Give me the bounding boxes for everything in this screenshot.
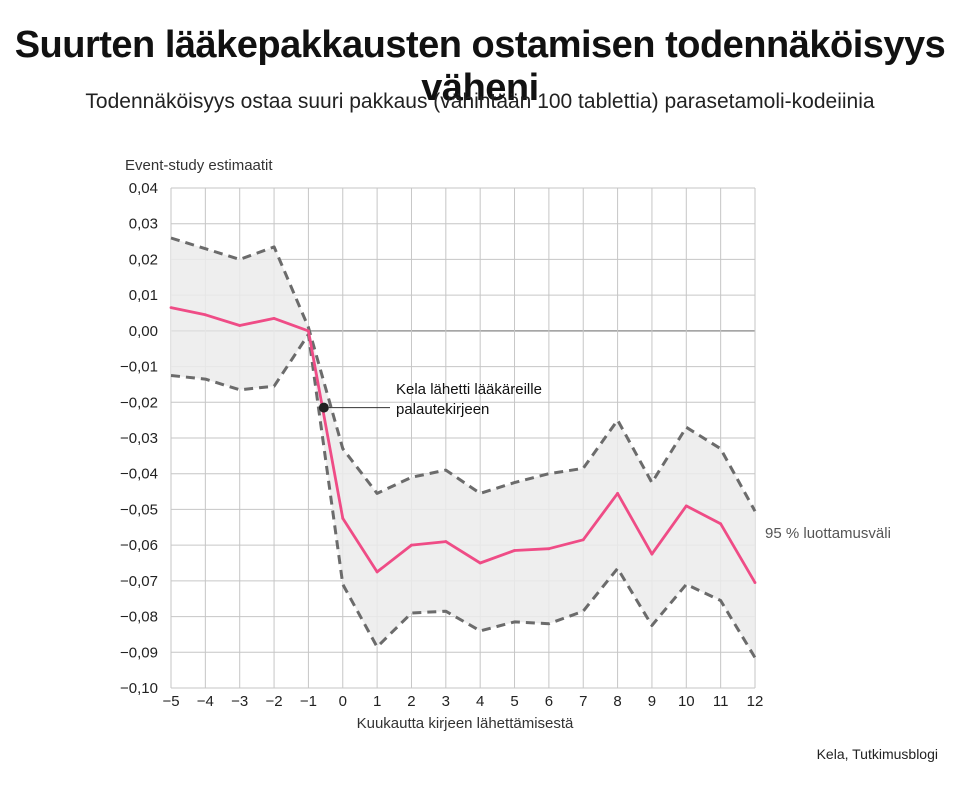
x-tick-label: 1	[373, 693, 381, 710]
x-tick-label: −3	[231, 693, 248, 710]
x-tick-label: 10	[678, 693, 695, 710]
y-tick-label: −0,03	[120, 430, 158, 447]
estimate-point	[719, 522, 723, 526]
x-tick-label: 3	[442, 693, 450, 710]
chart-title: Suurten lääkepakkausten ostamisen todenn…	[14, 24, 946, 109]
y-tick-label: −0,08	[120, 609, 158, 626]
ci-lower-line	[170, 332, 757, 659]
x-tick-label: 2	[407, 693, 415, 710]
x-tick-label: 8	[613, 693, 621, 710]
y-tick-label: −0,01	[120, 359, 158, 376]
estimate-point	[307, 329, 310, 333]
y-tick-label: 0,02	[129, 251, 158, 268]
estimate-point	[272, 316, 276, 320]
estimate-point	[684, 504, 688, 508]
estimate-point	[650, 552, 654, 556]
estimate-point	[513, 549, 516, 552]
x-tick-label: 11	[713, 693, 729, 710]
series-lines	[169, 236, 757, 659]
confidence-band-area	[171, 238, 755, 658]
y-tick-label: −0,07	[120, 573, 158, 590]
ci-upper-line	[170, 236, 757, 512]
source-credit: Kela, Tutkimusblogi	[816, 746, 938, 762]
y-tick-label: 0,01	[129, 287, 158, 304]
y-tick-label: −0,06	[120, 537, 158, 554]
y-tick-label: −0,09	[120, 644, 158, 661]
x-tick-label: 12	[747, 693, 764, 710]
estimate-point	[616, 491, 619, 495]
estimate-point	[410, 543, 413, 547]
estimate-point	[753, 581, 757, 585]
x-tick-label: −2	[266, 693, 283, 710]
x-tick-label: −4	[197, 693, 214, 710]
y-tick-label: 0,00	[129, 323, 158, 340]
x-tick-label: 7	[579, 693, 587, 710]
y-tick-label: 0,03	[129, 216, 158, 233]
letter-sent-marker	[318, 402, 329, 413]
y-tick-label: −0,10	[120, 680, 158, 697]
x-tick-label: −1	[300, 693, 317, 710]
x-tick-label: 4	[476, 693, 484, 710]
estimate-point	[444, 540, 448, 543]
estimate-point	[238, 324, 242, 327]
x-tick-label: −5	[162, 693, 179, 710]
estimate-point	[547, 547, 551, 551]
y-tick-label: −0,05	[120, 501, 158, 518]
y-tick-label: −0,04	[120, 466, 158, 483]
x-axis-tick-labels: −5 −4 −3 −2 −1 0 1 2 3 4 5 6 7 8 9 10 11 12	[162, 693, 763, 710]
confidence-interval-label: 95 % luottamusväli	[765, 525, 891, 542]
estimate-point	[478, 561, 482, 565]
chart-subtitle: Todennäköisyys ostaa suuri pakkaus (vähi…	[85, 90, 875, 113]
confidence-band	[171, 238, 755, 658]
estimate-point	[169, 306, 173, 310]
estimate-point	[375, 570, 379, 574]
y-tick-label: −0,02	[120, 394, 158, 411]
estimate-point	[203, 313, 207, 317]
x-tick-label: 9	[648, 693, 656, 710]
estimate-point	[341, 516, 345, 520]
x-tick-label: 0	[339, 693, 347, 710]
estimate-point	[581, 538, 585, 542]
annotation-text: palautekirjeen	[396, 401, 489, 418]
x-tick-label: 5	[510, 693, 518, 710]
y-tick-label: 0,04	[129, 180, 158, 197]
annotation-text: Kela lähetti lääkäreille	[396, 381, 542, 398]
x-tick-label: 6	[545, 693, 553, 710]
y-axis-tick-labels: 0,04 0,03 0,02 0,01 0,00 −0,01 −0,02 −0,03 −0,04…	[120, 180, 158, 697]
annotation-group: Kela lähetti lääkäreille palautekirjeen	[318, 381, 542, 418]
y-axis-title: Event-study estimaatit	[125, 157, 273, 174]
estimate-line	[170, 306, 757, 584]
x-axis-title: Kuukautta kirjeen lähettämisestä	[357, 715, 574, 732]
